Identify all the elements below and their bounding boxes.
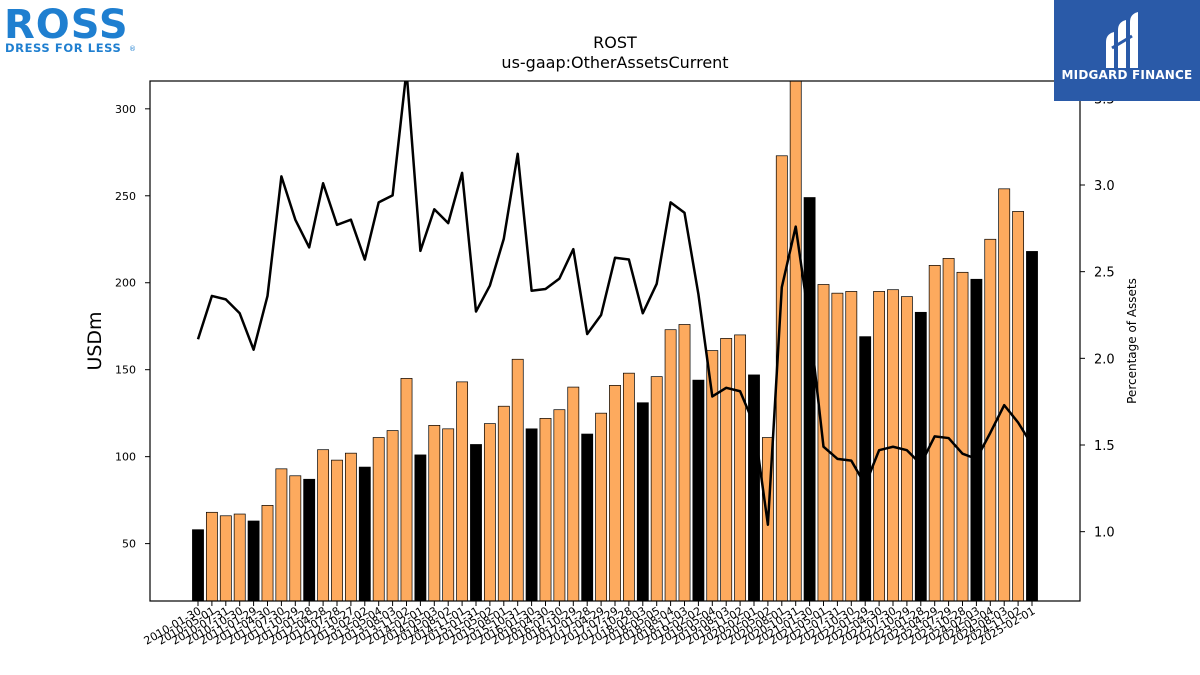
bar-2015-01-31 [470,444,482,602]
bar-2013-05-04 [372,437,385,602]
bar-2014-05-03 [428,425,441,602]
bar-2021-07-31 [831,292,844,602]
bar-2014-02-01 [414,454,427,602]
bar-2020-08-01 [775,155,788,602]
bar-2023-04-29 [928,265,941,602]
y-tick-label: 100 [115,451,136,464]
bar-2016-10-29 [567,386,580,602]
bar-2015-05-02 [483,423,496,602]
bar-2012-10-27 [344,452,357,602]
x-axis: 2010-01-302010-05-012010-07-312010-10-30… [142,601,1038,648]
y-tick-label: 150 [115,364,136,377]
bar-2011-07-30 [275,468,288,602]
bar-2011-01-29 [247,520,260,602]
bar-2020-02-01 [748,374,760,602]
line-layer [196,81,1034,526]
midgard-logo-icon [1106,12,1138,68]
right-axis: 1.01.52.02.53.03.5 [1080,92,1115,541]
bar-2016-07-30 [553,409,566,602]
bar-2017-10-28 [622,372,635,602]
y2-tick-label: 1.5 [1094,439,1115,454]
bars-layer [192,80,1038,602]
midgard-finance-name: MIDGARD FINANCE [1061,68,1193,82]
y2-tick-label: 1.0 [1094,526,1115,541]
bar-2016-01-30 [525,428,538,602]
bar-2013-11-02 [400,378,413,602]
ross-logo-graphic: ROSS DRESS FOR LESS ® [4,2,136,55]
bar-2024-05-04 [984,238,997,602]
bar-2010-10-30 [233,513,246,602]
bar-2023-10-28 [956,271,969,602]
ross-registered-mark: ® [129,45,136,53]
ross-logo-word: ROSS [4,4,129,48]
chart-subtitle: us-gaap:OtherAssetsCurrent [501,53,728,72]
bar-2012-07-28 [331,459,343,602]
bar-2011-04-30 [261,505,274,602]
y-tick-label: 50 [122,538,136,551]
bar-2018-11-03 [678,324,691,602]
bar-2019-02-02 [692,379,705,602]
bar-2018-02-03 [636,402,649,602]
midgard-finance-logo: MIDGARD FINANCE [1054,0,1200,101]
y-tick-label: 200 [115,277,136,290]
ross-logo: ROSS DRESS FOR LESS ® [4,2,139,56]
bar-2018-08-04 [664,329,677,602]
bar-2025-02-01 [1026,251,1038,602]
y2-tick-label: 2.0 [1094,352,1115,367]
bar-2013-08-03 [386,430,399,602]
bar-2017-01-28 [581,433,594,602]
y-axis-label: USDm [84,311,106,370]
bar-2019-11-02 [734,334,747,602]
y2-tick-label: 2.5 [1094,266,1115,281]
bar-2015-08-01 [497,405,510,602]
bar-2012-01-28 [303,478,316,602]
bar-2024-02-03 [970,278,983,602]
bar-2022-01-29 [859,336,872,602]
bar-2024-08-03 [998,188,1011,602]
bar-2011-10-29 [289,475,302,602]
y2-axis-label: Percentage of Assets [1125,278,1139,404]
bar-2013-02-02 [358,466,371,602]
bar-2019-08-03 [720,338,733,602]
bar-2024-11-02 [1012,211,1025,602]
bar-2010-05-01 [205,511,218,602]
bar-2017-04-29 [595,412,608,602]
bar-2023-07-29 [942,258,955,602]
bar-2010-01-30 [192,529,204,602]
bar-2012-04-28 [317,449,330,602]
percentage-line [196,81,1034,526]
bar-2010-07-31 [219,515,232,602]
left-axis: 50 100 150 200 250 300 [115,103,150,551]
bar-2017-07-29 [609,385,621,602]
bar-2016-04-30 [539,418,552,602]
bar-2018-05-05 [650,376,663,602]
bar-2022-04-30 [873,291,886,602]
bar-2014-08-02 [442,428,455,602]
y-tick-label: 300 [115,103,136,116]
bar-2015-10-31 [511,358,524,602]
ross-logo-tagline: DRESS FOR LESS [5,41,121,55]
bar-2020-10-31 [789,80,802,602]
bar-2021-01-30 [803,197,816,602]
bar-2014-11-01 [456,381,469,602]
y2-tick-label: 3.0 [1094,179,1115,194]
bar-2021-10-30 [845,291,858,602]
bar-2022-07-30 [887,289,899,602]
y-tick-label: 250 [115,190,136,203]
chart-title: ROST [593,33,637,52]
